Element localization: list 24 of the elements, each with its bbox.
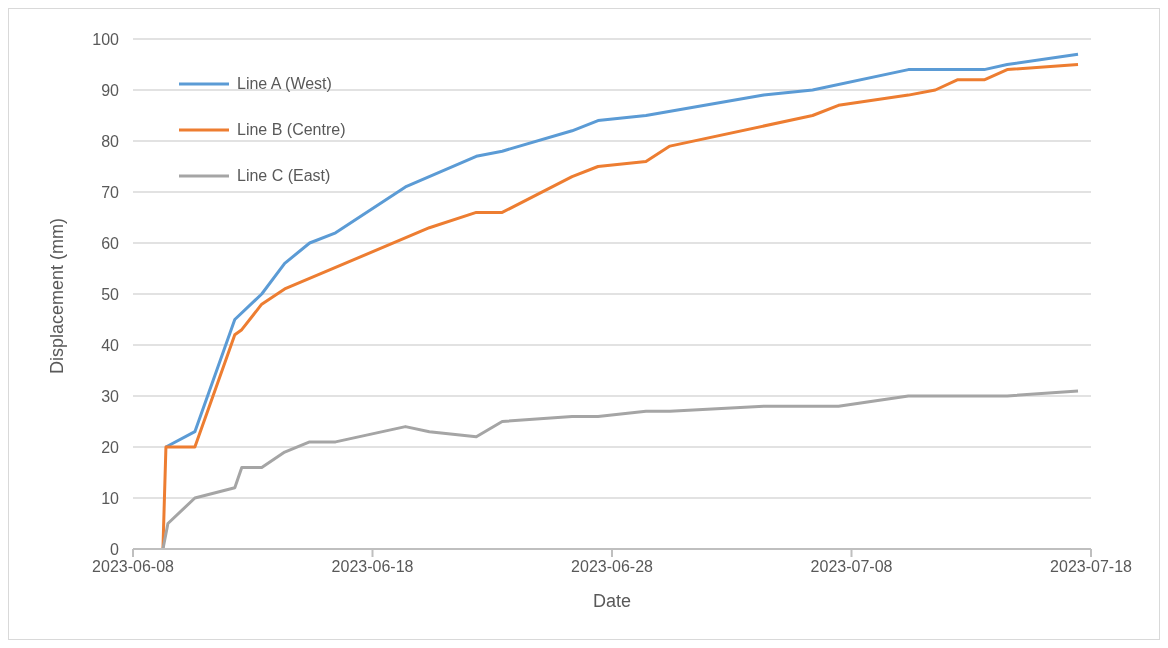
y-tick-label: 10 <box>101 489 120 507</box>
y-tick-label: 50 <box>101 285 120 303</box>
y-axis-title: Displacement (mm) <box>47 217 68 374</box>
line-series <box>161 63 1080 549</box>
legend-label: Line B (Centre) <box>237 121 346 139</box>
y-tick-label: 20 <box>101 438 120 456</box>
x-tick-label: 2023-07-18 <box>1050 558 1133 576</box>
legend-label: Line C (East) <box>237 167 331 185</box>
y-tick-label: 30 <box>101 387 120 405</box>
y-tick-label: 0 <box>110 540 120 558</box>
y-tick-label: 40 <box>101 336 120 354</box>
x-tick-label: 2023-06-18 <box>331 558 414 576</box>
legend-label: Line A (West) <box>237 75 332 93</box>
x-tick-label: 2023-06-28 <box>571 558 654 576</box>
line-series <box>164 52 1080 449</box>
x-axis-title: Date <box>592 591 632 611</box>
y-tick-label: 80 <box>101 132 120 150</box>
x-tick-label: 2023-06-08 <box>92 558 175 576</box>
y-tick-label: 90 <box>101 81 120 99</box>
y-tick-label: 70 <box>101 183 120 201</box>
y-tick-label: 100 <box>92 30 120 48</box>
x-tick-label: 2023-07-08 <box>810 558 893 576</box>
y-tick-label: 60 <box>101 234 120 252</box>
line-series <box>161 389 1080 549</box>
